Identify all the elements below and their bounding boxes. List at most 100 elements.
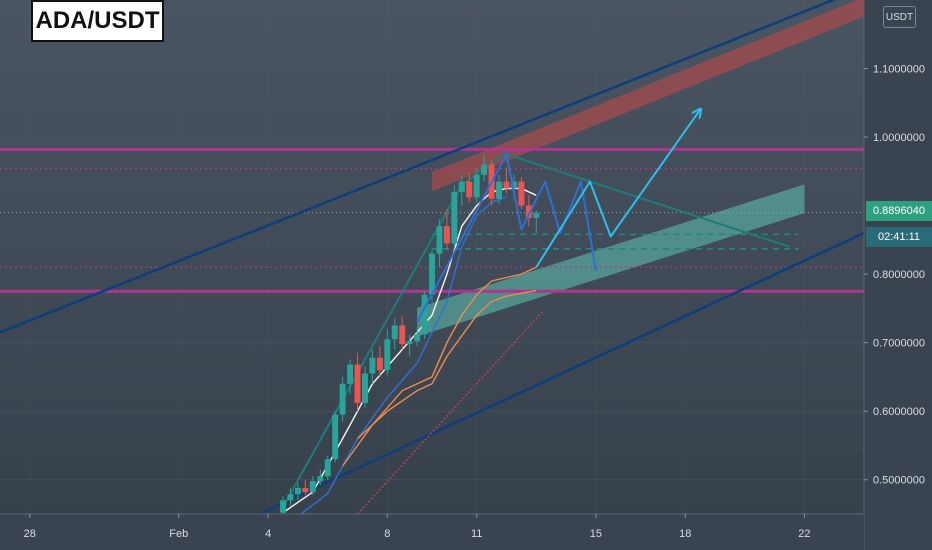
candles — [280, 154, 540, 516]
candle-body — [324, 459, 331, 477]
candle-body — [376, 357, 383, 371]
candle — [347, 359, 354, 395]
candle-body — [280, 500, 287, 513]
candle — [294, 483, 301, 501]
candle-body — [510, 181, 517, 189]
price-tick-label: 1.1000000 — [873, 64, 925, 76]
time-tick-label: 18 — [679, 528, 691, 540]
channel-line — [258, 231, 865, 516]
candle — [391, 318, 398, 350]
candle — [496, 174, 503, 205]
candle-body — [309, 481, 316, 493]
currency-badge[interactable]: USDT — [883, 6, 916, 28]
time-tick-label: 15 — [590, 528, 602, 540]
candle-body — [533, 212, 540, 218]
candle — [451, 185, 458, 247]
candle-body — [503, 181, 510, 189]
candle — [533, 210, 540, 234]
candle — [354, 352, 361, 412]
support-zone — [417, 184, 805, 337]
time-tick-label: 11 — [471, 528, 482, 540]
candle-body — [458, 181, 465, 192]
candle — [332, 411, 339, 463]
triangle-line — [506, 153, 790, 248]
candle-body — [496, 181, 503, 199]
candle — [458, 174, 465, 206]
last-price-label: 0.8896040 — [866, 201, 932, 221]
candle-body — [317, 476, 324, 482]
candle — [443, 209, 450, 251]
price-tick-label: 0.8000000 — [873, 269, 925, 281]
channel-line — [0, 0, 837, 334]
candle-body — [443, 226, 450, 244]
candle-body — [361, 373, 368, 403]
candle-body — [347, 364, 354, 384]
price-axis-panel[interactable] — [864, 0, 932, 550]
candle-body — [369, 357, 376, 374]
price-tick-label: 0.6000000 — [873, 406, 925, 418]
candle-body — [421, 294, 428, 335]
triangle-line — [282, 184, 463, 508]
candle-body — [473, 174, 480, 198]
time-tick-label: 28 — [24, 528, 36, 540]
candle-body — [436, 226, 443, 254]
zones — [417, 0, 864, 337]
candle — [317, 469, 324, 486]
candle-countdown-label: 02:41:11 — [866, 227, 932, 247]
candle — [369, 349, 376, 384]
candle — [481, 154, 488, 182]
candle-body — [518, 181, 525, 206]
candle — [406, 334, 413, 357]
candle-body — [481, 164, 488, 175]
candle — [473, 167, 480, 203]
symbol-title: ADA/USDT — [31, 0, 164, 42]
price-tick-label: 0.7000000 — [873, 338, 925, 350]
candle — [376, 346, 383, 377]
candle-body — [525, 205, 532, 218]
candle-body — [354, 364, 361, 403]
candle-body — [332, 414, 339, 460]
projections — [416, 110, 700, 323]
candle-body — [302, 487, 309, 493]
candle — [525, 195, 532, 227]
candle-body — [414, 334, 421, 342]
candle — [309, 476, 316, 495]
candle-body — [384, 339, 391, 371]
candle-body — [339, 383, 346, 415]
price-tick-label: 0.5000000 — [873, 475, 925, 487]
time-tick-label: 8 — [384, 528, 390, 540]
projection-path — [535, 110, 700, 268]
candle-body — [466, 181, 473, 198]
candle — [361, 366, 368, 408]
candle — [503, 167, 510, 194]
candle — [302, 479, 309, 495]
price-axis-ticks: 1.1000000 1.0000000 0.8000000 0.7000000 0.60… — [864, 64, 925, 487]
candle — [414, 328, 421, 347]
candle — [280, 496, 287, 516]
candle — [324, 455, 331, 480]
time-axis-panel[interactable] — [0, 514, 864, 550]
time-tick-label: 4 — [265, 528, 271, 540]
moving-average-line — [357, 289, 537, 440]
price-tick-label: 1.0000000 — [873, 132, 925, 144]
projection-path — [416, 153, 597, 323]
moving-average-line — [342, 266, 537, 467]
candle-body — [429, 253, 435, 295]
candle — [436, 219, 443, 268]
trendlines — [0, 0, 865, 516]
candle-body — [391, 325, 398, 340]
candle — [399, 316, 406, 350]
candle-body — [451, 191, 458, 244]
candle-body — [294, 487, 301, 495]
candle-body — [406, 341, 413, 345]
time-axis-ticks: 28 Feb 4 8 11 15 18 22 — [24, 514, 811, 540]
candle-body — [287, 494, 294, 501]
candle — [287, 487, 294, 506]
dotted-red-line — [357, 311, 543, 515]
candle-body — [399, 325, 406, 345]
candle — [518, 176, 525, 210]
resistance-zone — [432, 0, 864, 192]
time-tick-label: 22 — [798, 528, 810, 540]
candle — [466, 172, 473, 203]
